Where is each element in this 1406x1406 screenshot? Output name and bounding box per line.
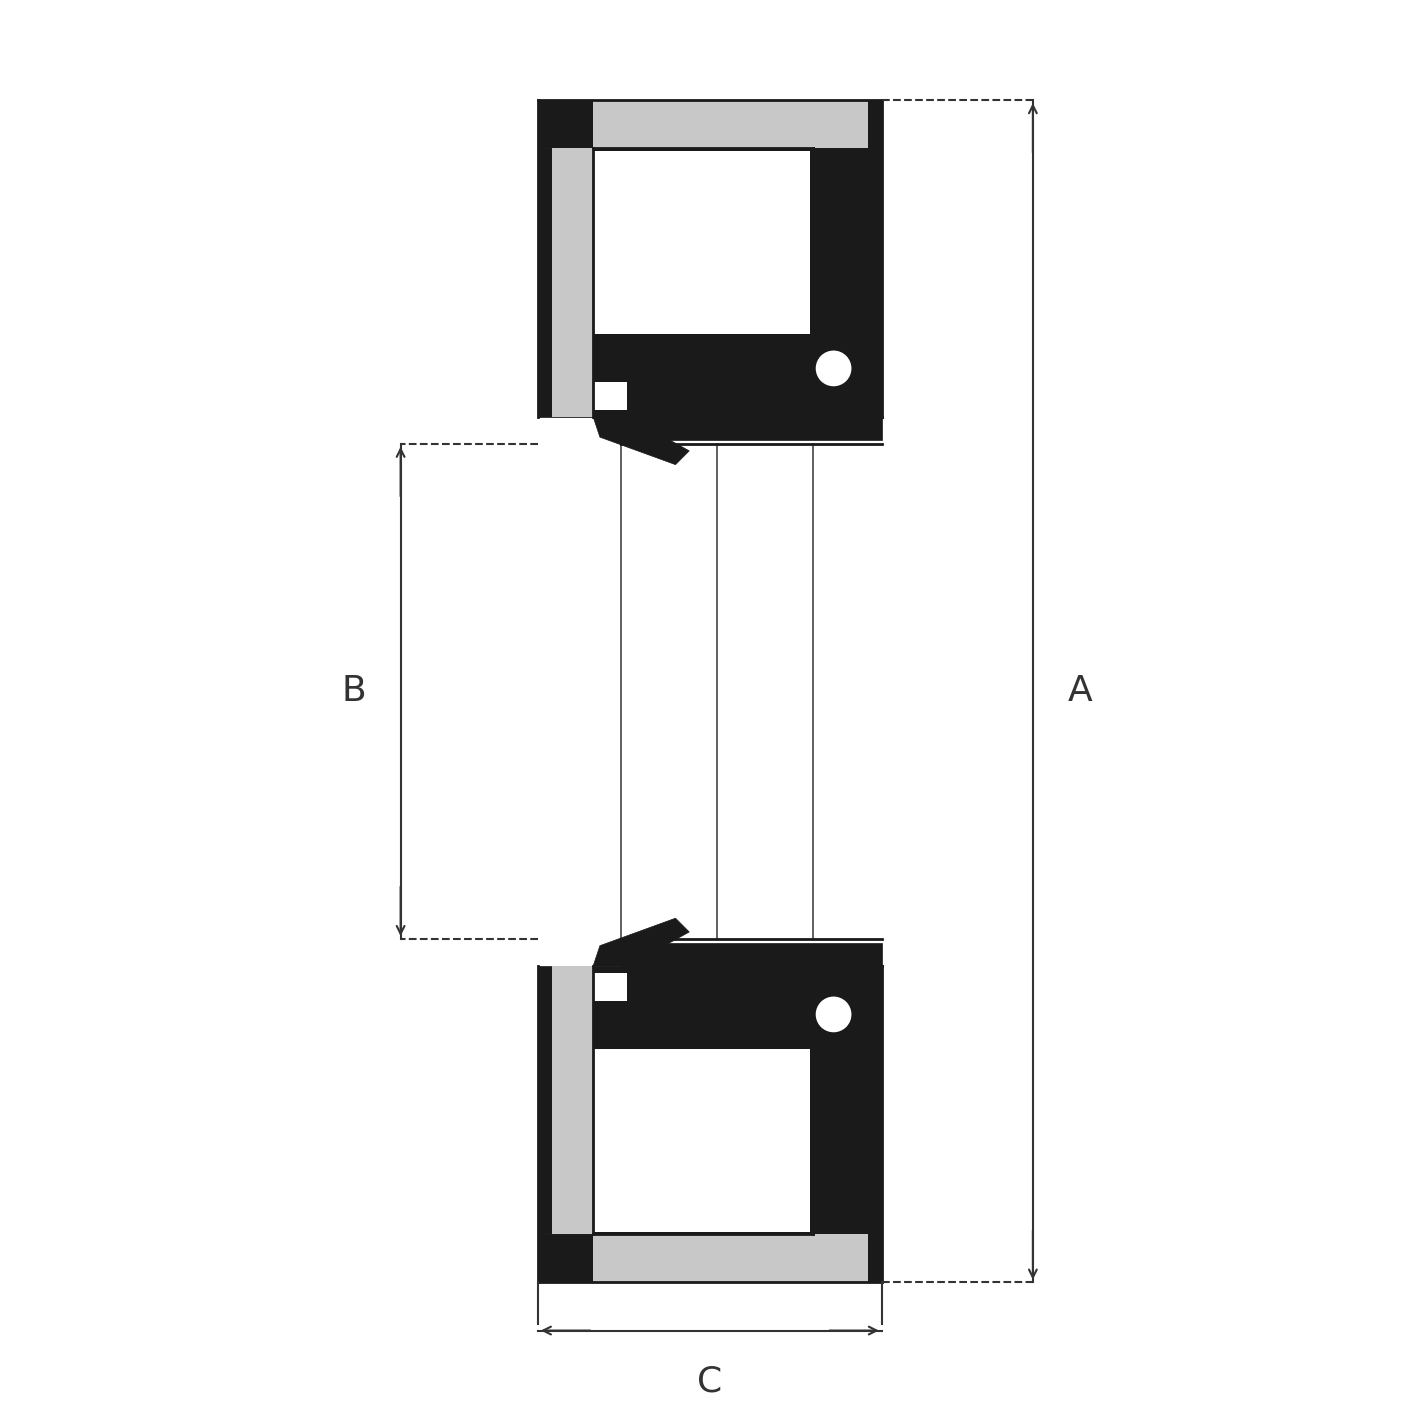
Circle shape xyxy=(806,987,860,1042)
Text: B: B xyxy=(342,675,366,709)
Polygon shape xyxy=(593,382,627,409)
Polygon shape xyxy=(593,918,689,966)
Polygon shape xyxy=(551,966,593,1234)
Polygon shape xyxy=(813,966,882,1234)
Polygon shape xyxy=(620,943,882,970)
Polygon shape xyxy=(538,966,593,1234)
Polygon shape xyxy=(593,1234,868,1282)
Circle shape xyxy=(806,340,860,396)
Text: A: A xyxy=(1067,675,1092,709)
Polygon shape xyxy=(593,149,882,416)
Polygon shape xyxy=(593,152,810,335)
Polygon shape xyxy=(538,149,593,416)
Circle shape xyxy=(815,997,852,1032)
Circle shape xyxy=(815,350,852,387)
Polygon shape xyxy=(593,1049,810,1232)
Polygon shape xyxy=(538,1234,882,1282)
Polygon shape xyxy=(813,149,882,416)
Polygon shape xyxy=(593,416,689,464)
Polygon shape xyxy=(593,966,882,1234)
Polygon shape xyxy=(551,149,593,416)
Polygon shape xyxy=(538,100,882,149)
Text: C: C xyxy=(697,1365,723,1399)
Polygon shape xyxy=(593,100,868,149)
Polygon shape xyxy=(620,412,882,440)
Polygon shape xyxy=(593,973,627,1001)
